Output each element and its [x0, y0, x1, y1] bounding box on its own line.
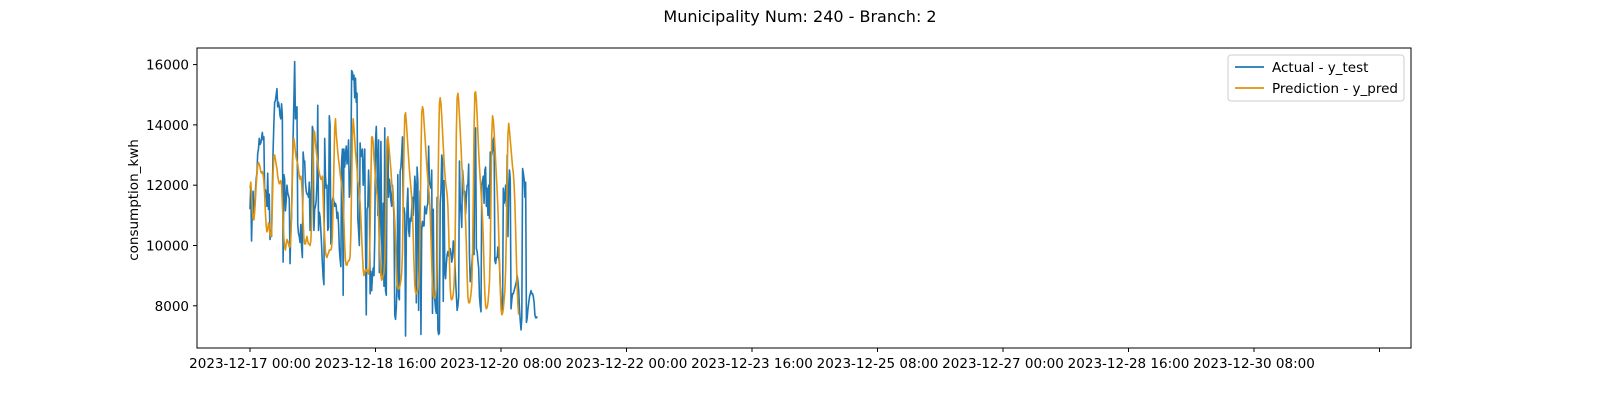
chart-title: Municipality Num: 240 - Branch: 2 — [663, 7, 936, 26]
x-tick-label: 2023-12-18 16:00 — [315, 356, 437, 372]
x-tick-label: 2023-12-23 16:00 — [691, 356, 813, 372]
y-tick-label: 8000 — [155, 299, 189, 315]
x-tick-label: 2023-12-28 16:00 — [1068, 356, 1190, 372]
legend-label: Actual - y_test — [1272, 60, 1368, 76]
y-tick-label: 10000 — [146, 238, 189, 254]
y-tick-label: 12000 — [146, 178, 189, 194]
y-tick-label: 14000 — [146, 118, 189, 134]
legend-label: Prediction - y_pred — [1272, 81, 1398, 97]
legend-box — [1227, 54, 1405, 102]
series-line-prediction — [249, 90, 520, 316]
x-tick-label: 2023-12-25 08:00 — [817, 356, 939, 372]
x-tick-label: 2023-12-20 08:00 — [440, 356, 562, 372]
x-tick-label: 2023-12-27 00:00 — [942, 356, 1064, 372]
y-tick-label: 16000 — [146, 58, 189, 74]
x-tick-label: 2023-12-17 00:00 — [189, 356, 311, 372]
x-tick-label: 2023-12-30 08:00 — [1193, 356, 1315, 372]
y-axis-label: consumption_kwh — [126, 139, 142, 261]
legend: Actual - y_test Prediction - y_pred — [1227, 54, 1405, 102]
plot-area: 8000 10000 12000 14000 16000 2023-12-17 00:00… — [146, 47, 1412, 372]
plot-frame — [196, 47, 1412, 349]
x-tick-label: 2023-12-22 00:00 — [566, 356, 688, 372]
